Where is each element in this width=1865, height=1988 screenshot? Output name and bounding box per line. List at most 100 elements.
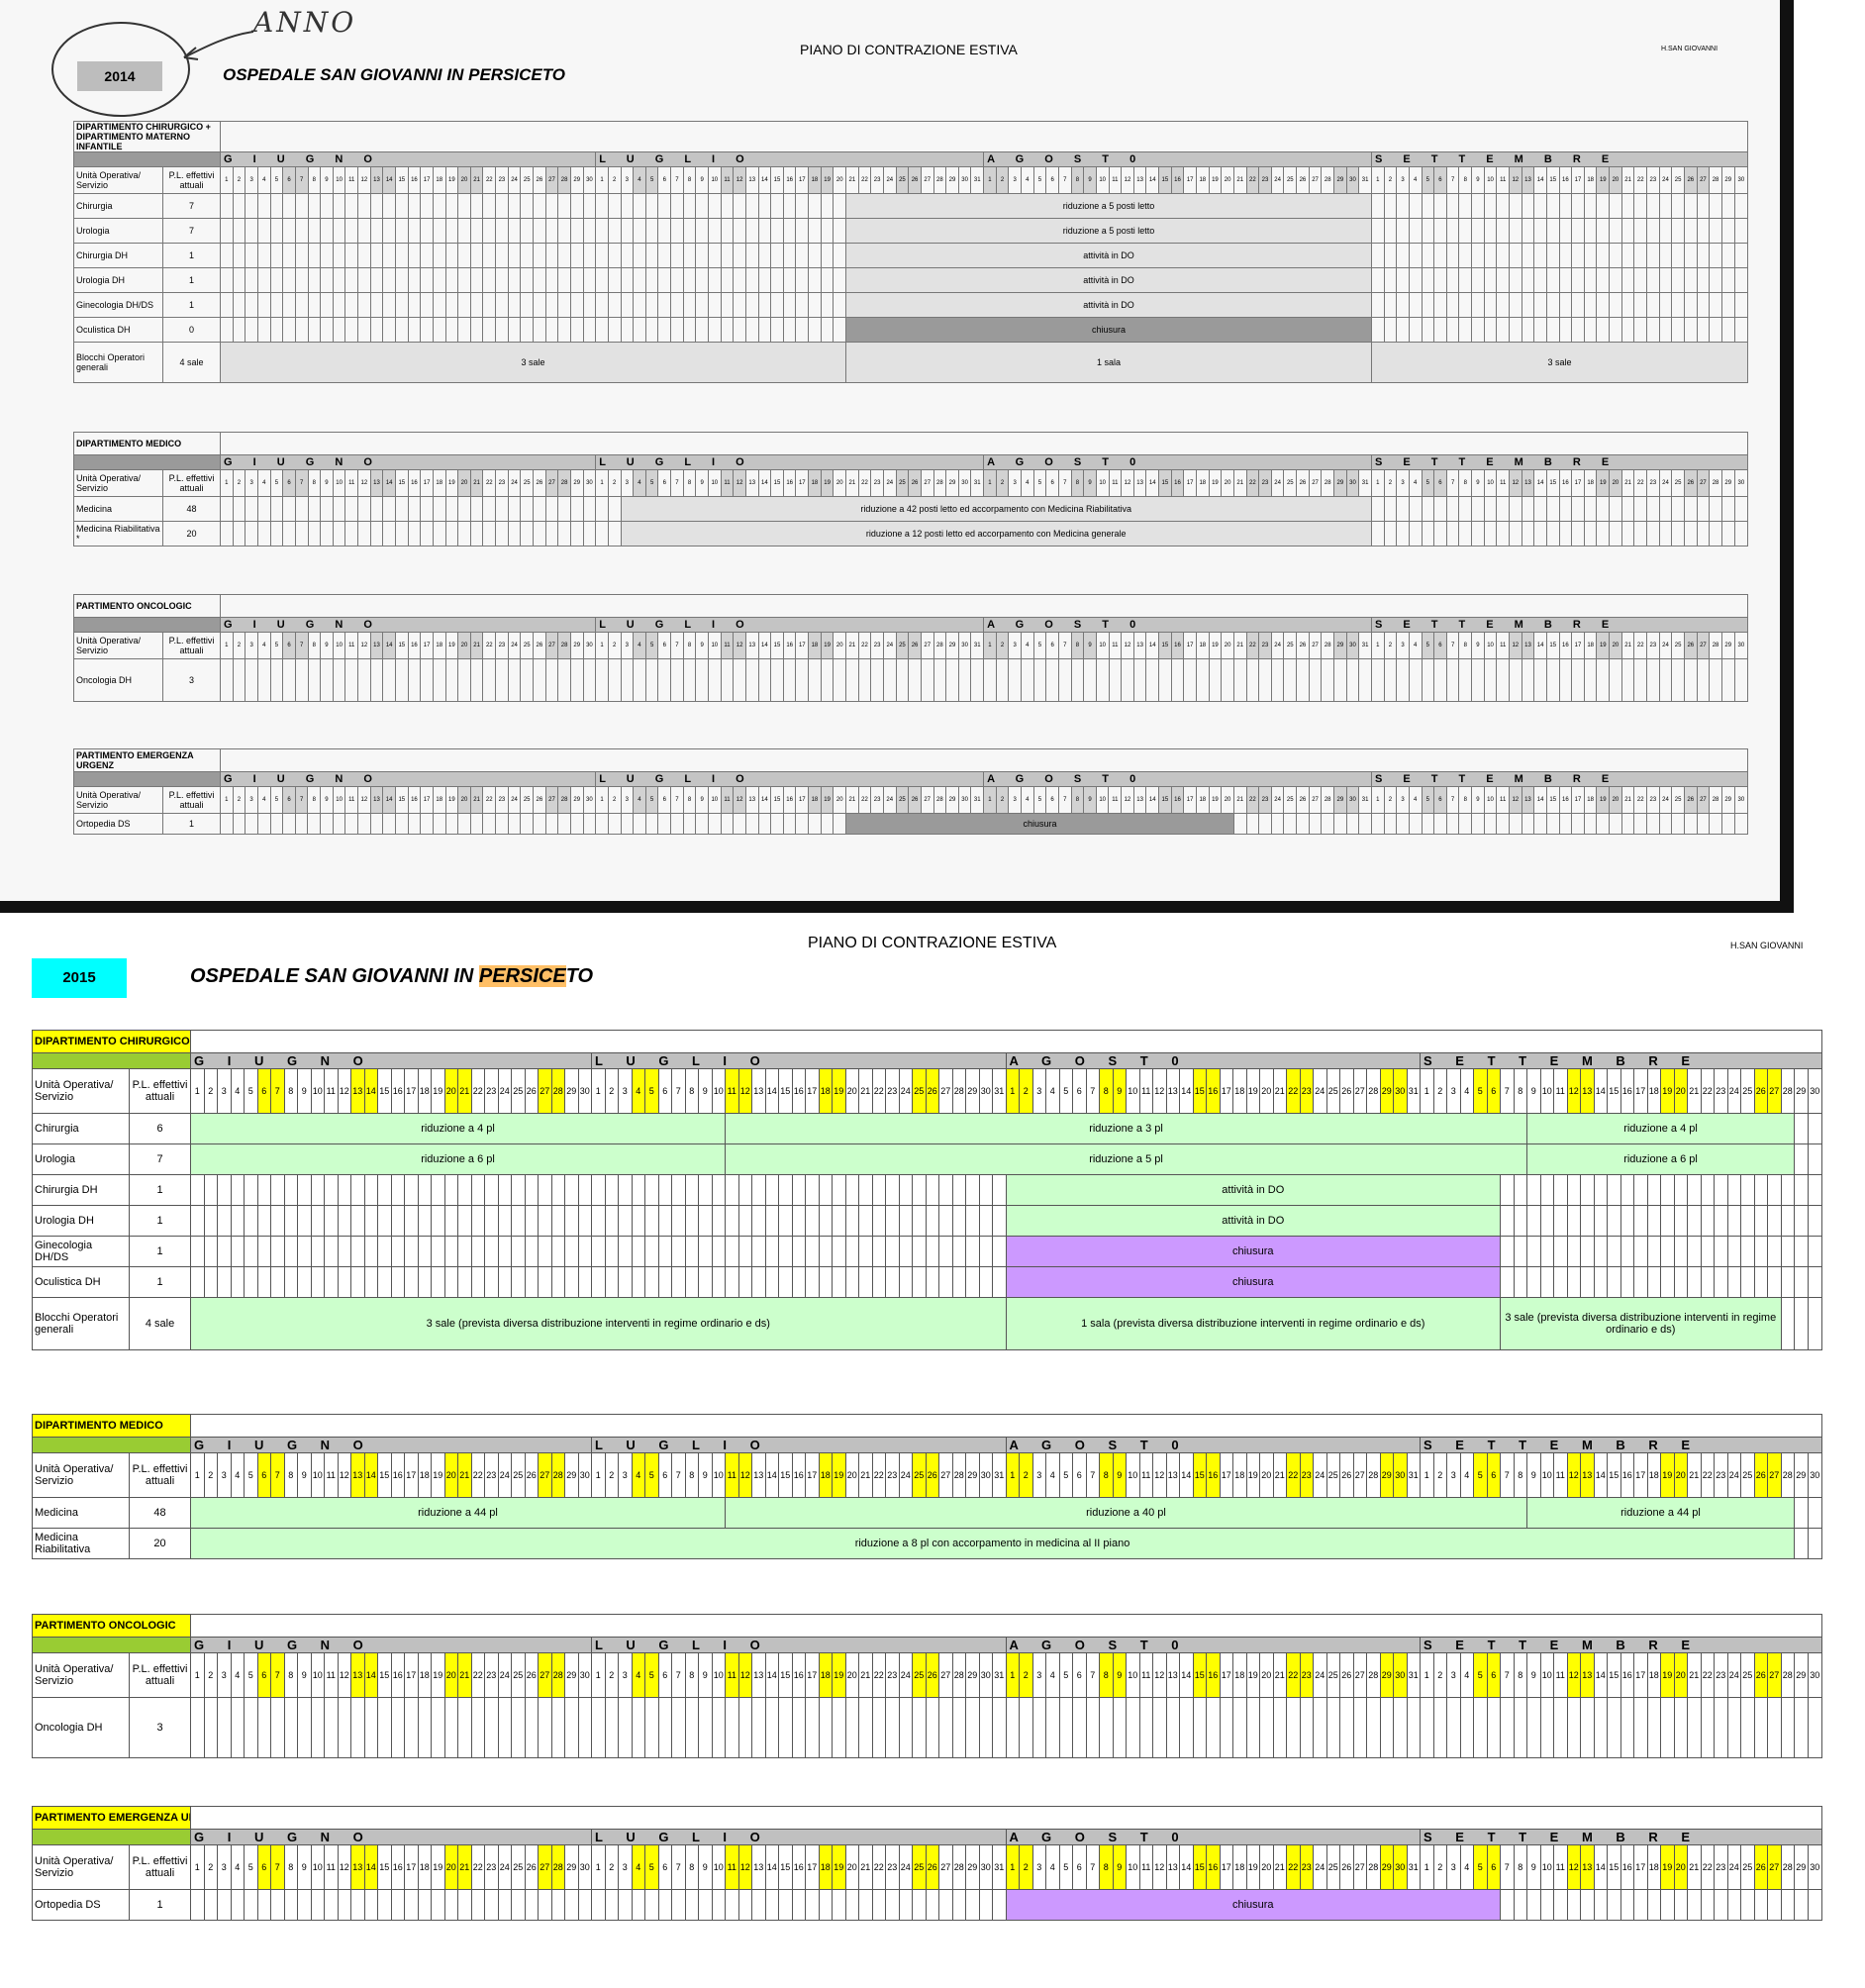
day-cell <box>1408 317 1423 343</box>
day-number: 12 <box>1152 1844 1167 1890</box>
day-cell <box>420 496 434 522</box>
day-number: 1 <box>220 786 234 814</box>
day-number: 4 <box>633 786 646 814</box>
day-cell <box>1583 292 1598 318</box>
day-number: 6 <box>256 1068 271 1114</box>
unit-name: Chirurgia DH <box>32 1174 130 1206</box>
day-number: 29 <box>1794 1068 1809 1114</box>
day-cell <box>1687 1174 1702 1206</box>
dept-title-filler <box>190 1030 1823 1053</box>
day-number: 13 <box>369 632 384 659</box>
day-cell <box>818 1236 833 1267</box>
day-cell <box>232 813 246 835</box>
day-cell <box>1545 292 1560 318</box>
day-number: 10 <box>332 469 346 497</box>
day-number: 13 <box>1165 1844 1180 1890</box>
day-cell <box>320 813 334 835</box>
day-number: 3 <box>217 1844 232 1890</box>
day-cell <box>757 218 772 244</box>
day-number: 13 <box>1165 1068 1180 1114</box>
day-cell <box>1370 521 1385 547</box>
day-cell <box>256 1889 271 1921</box>
day-number: 28 <box>932 632 947 659</box>
day-number: 25 <box>1283 469 1298 497</box>
day-cell <box>1794 1174 1809 1206</box>
day-cell <box>644 292 659 318</box>
day-cell <box>369 658 384 702</box>
day-number: 4 <box>1045 1652 1060 1698</box>
month-header: G I U G N O <box>219 771 597 787</box>
day-cell <box>698 1236 713 1267</box>
day-cell <box>965 1205 980 1237</box>
day-number: 23 <box>1714 1844 1728 1890</box>
day-number: 18 <box>1232 1652 1247 1698</box>
day-number: 11 <box>1138 1452 1153 1498</box>
day-cell <box>844 1697 859 1758</box>
day-cell <box>382 292 396 318</box>
day-number: 28 <box>932 166 947 194</box>
day-number: 26 <box>1339 1452 1354 1498</box>
day-number: 18 <box>808 632 822 659</box>
day-number: 3 <box>1008 469 1023 497</box>
day-number: 17 <box>1183 166 1197 194</box>
day-cell <box>965 1236 980 1267</box>
day-number: 22 <box>1633 786 1648 814</box>
day-number: 14 <box>382 632 396 659</box>
day-number: 4 <box>256 632 271 659</box>
day-number: 24 <box>1313 1652 1327 1698</box>
day-cell <box>1583 193 1598 219</box>
day-number: 26 <box>925 1452 939 1498</box>
day-number: 23 <box>495 632 509 659</box>
day-number: 31 <box>970 469 985 497</box>
day-number: 10 <box>1126 1068 1140 1114</box>
day-cell <box>795 193 810 219</box>
day-number: 1 <box>190 1452 205 1498</box>
month-header: S E T T E M B R E <box>1370 454 1749 470</box>
day-number: 3 <box>1031 1652 1046 1698</box>
day-cell <box>350 1205 365 1237</box>
day-cell <box>569 658 584 702</box>
day-cell <box>497 1266 512 1298</box>
day-number: 7 <box>294 469 309 497</box>
day-cell <box>1571 267 1585 293</box>
day-cell <box>377 1236 392 1267</box>
day-cell <box>1321 813 1335 835</box>
day-number: 27 <box>938 1452 953 1498</box>
day-number: 7 <box>1057 632 1072 659</box>
day-number: 29 <box>1720 632 1735 659</box>
header-bar <box>72 617 222 633</box>
day-number: 16 <box>407 469 422 497</box>
day-cell <box>544 521 559 547</box>
day-cell <box>282 218 296 244</box>
day-number: 24 <box>507 632 522 659</box>
day-cell <box>550 1174 565 1206</box>
dept-title: DIPARTIMENTO CHIRURGICO + DIPARTIMENTO M… <box>72 121 222 152</box>
day-cell <box>1794 1297 1809 1350</box>
day-cell <box>951 1266 966 1298</box>
unit-name: Oncologia DH <box>73 658 163 702</box>
day-cell <box>1620 218 1635 244</box>
day-cell <box>203 1236 218 1267</box>
day-cell <box>495 267 509 293</box>
day-cell <box>544 658 559 702</box>
day-number: 10 <box>1483 166 1498 194</box>
day-number: 12 <box>737 1068 752 1114</box>
day-number: 31 <box>1358 632 1372 659</box>
day-cell <box>1646 1697 1661 1758</box>
dept-title-filler <box>220 594 1749 618</box>
unit-name: Ginecologia DH/DS <box>32 1236 130 1267</box>
day-cell <box>1183 658 1197 702</box>
day-cell <box>820 317 834 343</box>
day-number: 23 <box>495 786 509 814</box>
day-number: 21 <box>469 632 484 659</box>
day-cell <box>363 1236 378 1267</box>
day-cell <box>1571 193 1585 219</box>
day-cell <box>256 1266 271 1298</box>
day-cell <box>1807 1889 1822 1921</box>
day-cell <box>1521 292 1535 318</box>
day-number: 15 <box>1607 1844 1621 1890</box>
day-cell <box>770 218 784 244</box>
day-cell <box>1471 658 1485 702</box>
day-cell <box>1753 1205 1768 1237</box>
day-cell <box>269 267 284 293</box>
